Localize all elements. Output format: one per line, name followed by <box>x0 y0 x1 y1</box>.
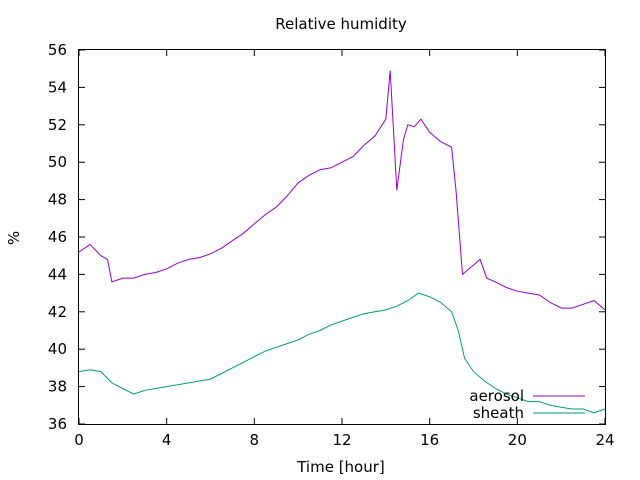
y-tick-label: 50 <box>48 153 67 171</box>
x-axis-label: Time [hour] <box>296 458 385 476</box>
x-tick-label: 20 <box>508 431 527 449</box>
legend-label-sheath: sheath <box>473 404 524 422</box>
chart-title: Relative humidity <box>275 15 407 33</box>
x-tick-label: 4 <box>162 431 172 449</box>
plot-frame <box>78 49 606 425</box>
series-line-sheath <box>78 292 606 414</box>
x-tick-label: 0 <box>74 431 84 449</box>
y-tick-label: 36 <box>48 415 67 433</box>
x-tick-label: 12 <box>332 431 351 449</box>
legend-label-aerosol: aerosol <box>469 387 524 405</box>
y-tick-label: 40 <box>48 340 67 358</box>
y-tick-label: 46 <box>48 228 67 246</box>
y-tick-label: 44 <box>48 265 67 283</box>
x-tick-label: 16 <box>420 431 439 449</box>
plot-area <box>78 70 606 414</box>
y-tick-label: 56 <box>48 41 67 59</box>
y-tick-label: 54 <box>48 78 67 96</box>
y-axis-label: % <box>5 231 23 245</box>
x-tick-label: 8 <box>250 431 260 449</box>
y-tick-label: 52 <box>48 116 67 134</box>
legend: aerosol sheath <box>469 387 585 422</box>
y-tick-label: 42 <box>48 303 67 321</box>
x-tick-label: 24 <box>595 431 614 449</box>
y-tick-label: 38 <box>48 378 67 396</box>
series-line-aerosol <box>78 70 606 311</box>
y-tick-label: 48 <box>48 191 67 209</box>
